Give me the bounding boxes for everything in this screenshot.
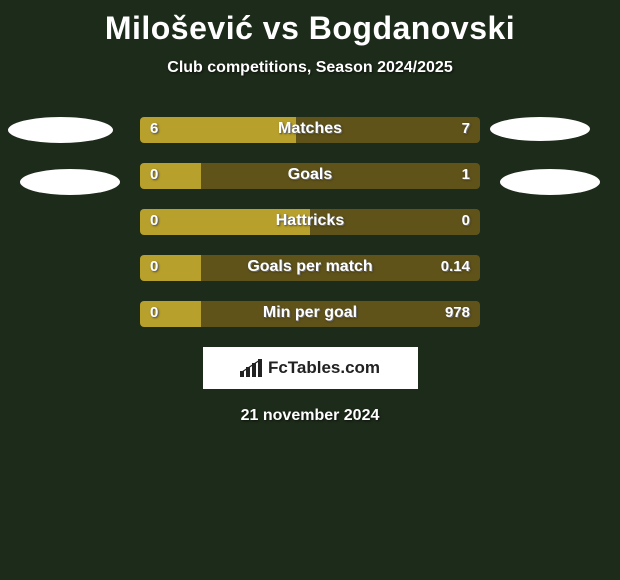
bar-left xyxy=(140,209,310,235)
stat-value-right: 7 xyxy=(462,120,470,137)
stat-value-right: 0.14 xyxy=(441,258,470,275)
stat-row: 0978Min per goal xyxy=(0,301,620,327)
stat-row: 00.14Goals per match xyxy=(0,255,620,281)
chart-icon xyxy=(240,359,262,377)
stat-value-left: 0 xyxy=(150,304,158,321)
stat-value-left: 0 xyxy=(150,258,158,275)
page-title: Milošević vs Bogdanovski xyxy=(0,0,620,47)
stat-value-left: 6 xyxy=(150,120,158,137)
page-subtitle: Club competitions, Season 2024/2025 xyxy=(0,59,620,77)
bar-left xyxy=(140,117,296,143)
logo-text: FcTables.com xyxy=(268,358,380,378)
bar-right xyxy=(201,163,480,189)
bar-right xyxy=(201,301,480,327)
bar-right xyxy=(296,117,480,143)
stat-value-right: 1 xyxy=(462,166,470,183)
stat-value-right: 0 xyxy=(462,212,470,229)
stats-area: 67Matches01Goals00Hattricks00.14Goals pe… xyxy=(0,117,620,327)
bar-track xyxy=(140,255,480,281)
bar-track xyxy=(140,209,480,235)
bar-right xyxy=(201,255,480,281)
stat-value-right: 978 xyxy=(445,304,470,321)
stat-value-left: 0 xyxy=(150,166,158,183)
date-text: 21 november 2024 xyxy=(0,407,620,425)
bar-track xyxy=(140,163,480,189)
stat-value-left: 0 xyxy=(150,212,158,229)
logo-box: FcTables.com xyxy=(203,347,418,389)
stat-row: 00Hattricks xyxy=(0,209,620,235)
stat-row: 01Goals xyxy=(0,163,620,189)
bar-track xyxy=(140,117,480,143)
stat-row: 67Matches xyxy=(0,117,620,143)
bar-track xyxy=(140,301,480,327)
bar-right xyxy=(310,209,480,235)
